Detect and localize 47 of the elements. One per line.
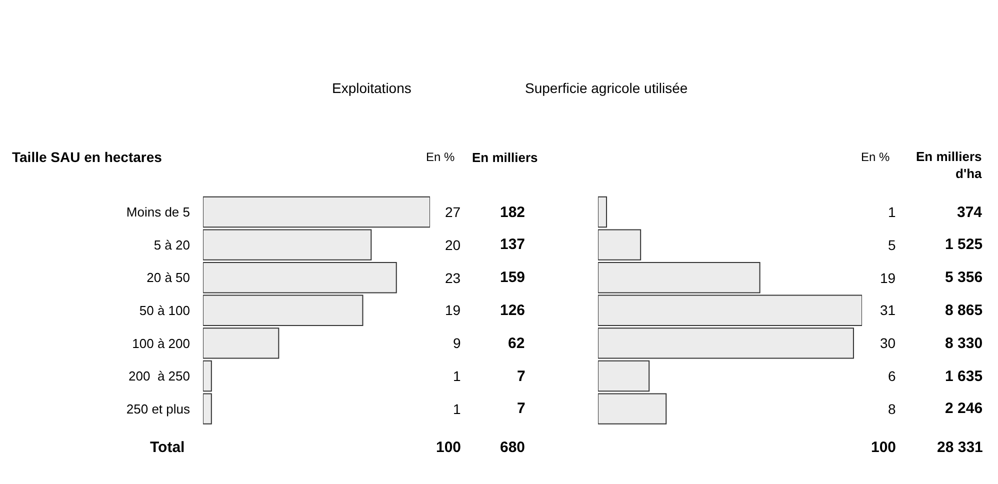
text: 159 xyxy=(500,269,526,286)
text: 28 331 xyxy=(937,439,983,456)
y-tick-label: 20 à 50 xyxy=(146,270,190,286)
text: En % xyxy=(426,150,456,164)
data-label: 8 xyxy=(888,401,896,417)
text: 1 525 xyxy=(945,236,983,253)
data-label: 6 xyxy=(888,368,896,384)
chart-title: Superficie agricole utilisée xyxy=(525,80,688,96)
text: Total xyxy=(150,439,185,456)
data-label: 19 xyxy=(880,270,896,286)
text: 126 xyxy=(500,302,526,319)
data-label: 31 xyxy=(880,302,896,318)
text: 100 xyxy=(436,439,462,456)
data-label: 19 xyxy=(445,302,461,318)
data-label: 1 xyxy=(453,368,461,384)
data-label: 9 xyxy=(453,335,461,351)
data-label: 23 xyxy=(445,270,461,286)
chart-title: Exploitations xyxy=(332,80,412,96)
y-tick-label: 50 à 100 xyxy=(139,302,190,318)
text: 100 xyxy=(871,439,896,456)
y-tick-label: Moins de 5 xyxy=(126,204,190,220)
y-tick-label: 200 à 250 xyxy=(128,368,190,384)
y-axis-title: Taille SAU en hectares xyxy=(12,149,162,165)
text: 182 xyxy=(500,204,526,221)
y-tick-label: 5 à 20 xyxy=(154,237,190,252)
text: En milliers xyxy=(472,150,538,165)
data-label: 5 xyxy=(888,237,896,253)
text: 374 xyxy=(957,204,983,221)
text: 62 xyxy=(508,335,525,352)
text: En milliers d'ha xyxy=(916,149,983,181)
data-label: 1 xyxy=(453,401,461,417)
text: 8 865 xyxy=(945,302,983,319)
text: 137 xyxy=(500,236,526,253)
text: 2 246 xyxy=(945,400,983,417)
data-label: 1 xyxy=(888,204,896,220)
text: En % xyxy=(861,150,890,164)
data-label: 30 xyxy=(880,335,896,351)
data-label: 27 xyxy=(445,204,461,220)
y-tick-label: 250 et plus xyxy=(126,401,190,416)
text: 680 xyxy=(500,439,526,456)
text: 1 635 xyxy=(945,368,983,385)
text: 8 330 xyxy=(945,335,983,352)
text: 7 xyxy=(517,400,526,417)
text: 7 xyxy=(517,368,526,385)
data-label: 20 xyxy=(445,237,461,253)
y-tick-label: 100 à 200 xyxy=(132,336,190,351)
text: 5 356 xyxy=(945,269,983,286)
